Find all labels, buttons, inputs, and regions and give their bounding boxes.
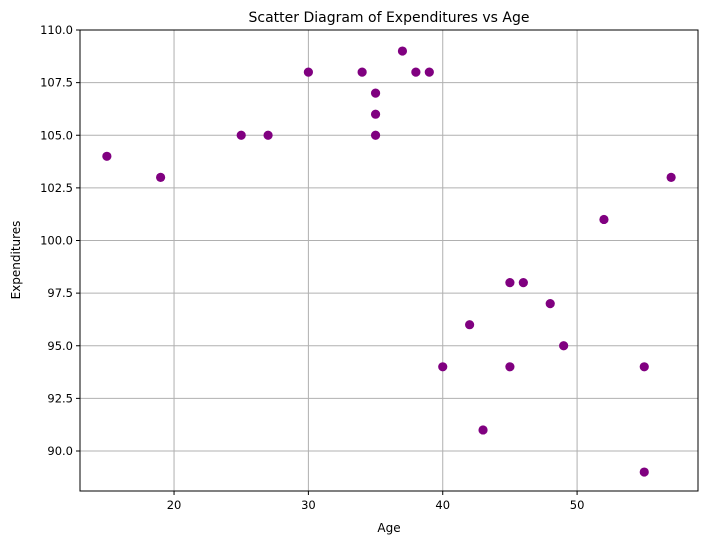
data-point bbox=[478, 425, 488, 435]
data-point bbox=[156, 172, 166, 182]
x-tick-label: 40 bbox=[435, 498, 450, 512]
data-point bbox=[545, 299, 555, 309]
y-tick-label: 95.0 bbox=[47, 339, 73, 353]
y-tick-label: 92.5 bbox=[47, 391, 73, 405]
x-axis-label: Age bbox=[377, 521, 400, 535]
point-layer bbox=[102, 46, 676, 477]
y-tick-label: 110.0 bbox=[40, 23, 73, 37]
y-tick-label: 100.0 bbox=[40, 234, 73, 248]
y-tick-label: 107.5 bbox=[40, 76, 73, 90]
data-point bbox=[518, 278, 528, 288]
data-point bbox=[370, 130, 381, 140]
data-point bbox=[263, 130, 273, 140]
chart-title: Scatter Diagram of Expenditures vs Age bbox=[248, 10, 529, 26]
data-point bbox=[639, 467, 649, 477]
data-point bbox=[411, 67, 421, 77]
plot-frame bbox=[79, 29, 699, 492]
data-point bbox=[102, 151, 112, 161]
data-point bbox=[370, 88, 381, 98]
data-point bbox=[236, 130, 246, 140]
y-tick-label: 105.0 bbox=[40, 128, 73, 142]
data-point bbox=[559, 341, 569, 351]
data-point bbox=[424, 67, 434, 77]
data-point bbox=[599, 214, 609, 225]
data-point bbox=[303, 67, 313, 77]
data-point bbox=[505, 362, 515, 372]
data-point bbox=[505, 278, 515, 288]
tick-layer: 20 30 40 50 90.0 92.5 95.0 97.5 100.0 102.5 105.0 1… bbox=[40, 23, 584, 512]
x-tick-label: 50 bbox=[570, 498, 585, 512]
grid-layer bbox=[80, 29, 698, 491]
data-point bbox=[438, 362, 448, 372]
data-point bbox=[370, 109, 381, 119]
data-point bbox=[357, 67, 367, 77]
x-tick-label: 20 bbox=[167, 498, 182, 512]
data-point bbox=[397, 46, 408, 56]
y-tick-label: 102.5 bbox=[40, 181, 73, 195]
x-tick-label: 30 bbox=[301, 498, 316, 512]
data-point bbox=[666, 172, 676, 182]
y-tick-label: 97.5 bbox=[47, 286, 73, 300]
data-point bbox=[639, 362, 649, 372]
data-point bbox=[465, 320, 475, 330]
y-tick-label: 90.0 bbox=[47, 444, 73, 458]
y-axis-label: Expenditures bbox=[9, 221, 23, 300]
